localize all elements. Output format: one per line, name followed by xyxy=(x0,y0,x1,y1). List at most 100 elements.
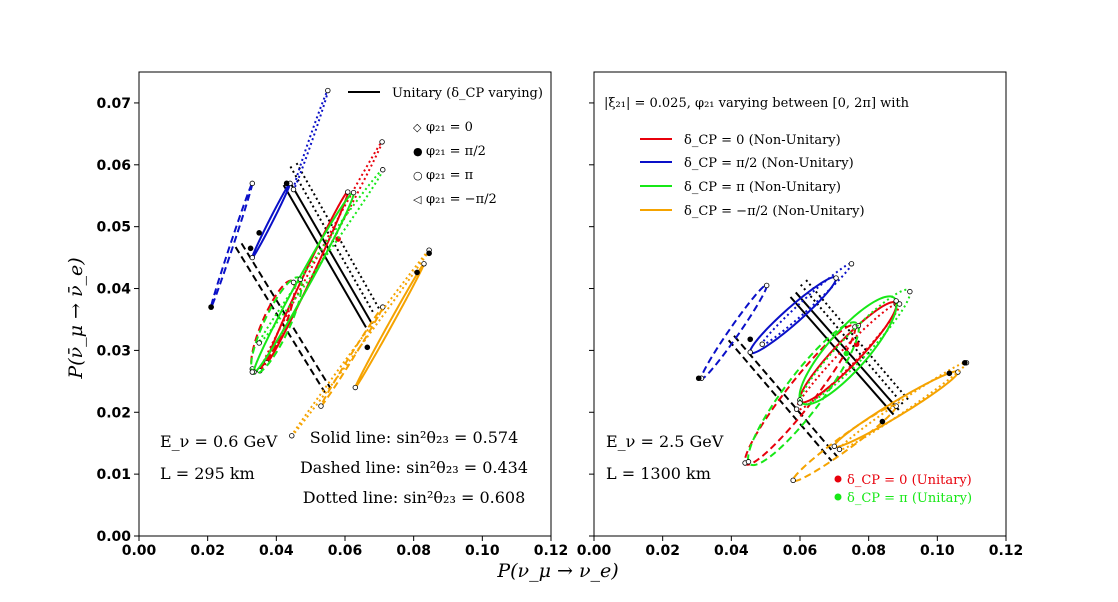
data-point xyxy=(247,245,254,252)
phi-marker xyxy=(747,349,753,355)
x-tick-label: 0.10 xyxy=(920,543,955,559)
phi-marker xyxy=(848,261,855,267)
phi-marker xyxy=(380,167,386,173)
phi-marker xyxy=(380,304,386,310)
legend-label: δ_CP = −π/2 (Non-Unitary) xyxy=(684,204,865,219)
x-tick-label: 0.02 xyxy=(645,543,680,559)
x-tick-label: 0.04 xyxy=(259,543,294,559)
data-point xyxy=(364,344,371,351)
theta-solid-label: Solid line: sin²θ₂₃ = 0.574 xyxy=(310,428,519,447)
phi-marker xyxy=(256,340,262,346)
phi-marker xyxy=(797,400,803,406)
phi-marker xyxy=(833,275,839,281)
phi-marker xyxy=(836,446,843,453)
left-legend: Unitary (δ_CP varying) ◇ φ₂₁ = 0 ● φ₂₁ =… xyxy=(348,86,543,207)
ellipse-orange-solid xyxy=(833,370,959,449)
x-tick-label: 0.12 xyxy=(989,543,1024,559)
phi-marker xyxy=(290,279,297,286)
x-tick-label: 0.08 xyxy=(396,543,431,559)
unitary-line-dotted xyxy=(805,279,910,402)
unitary-line-dashed xyxy=(240,242,332,390)
x-tick-label: 0.08 xyxy=(851,543,886,559)
unitary-line-dashed xyxy=(733,335,838,458)
unitary-line-dashed xyxy=(234,246,326,393)
ellipse-green-dashed xyxy=(747,321,860,467)
phi-marker xyxy=(290,186,297,193)
y-tick-label: 0.03 xyxy=(96,343,131,359)
phi-marker xyxy=(893,298,899,304)
legend-marker-symbol: ○ xyxy=(413,169,423,182)
data-point xyxy=(747,336,754,343)
right-legend: δ_CP = 0 (Non-Unitary) δ_CP = π/2 (Non-U… xyxy=(640,133,865,219)
phi-marker xyxy=(379,139,385,145)
phi-marker xyxy=(790,477,796,484)
x-tick-label: 0.00 xyxy=(577,543,612,559)
data-point xyxy=(879,418,886,425)
x-tick-label: 0.06 xyxy=(783,543,818,559)
data-point xyxy=(256,230,262,236)
legend-label-red: δ_CP = 0 (Unitary) xyxy=(847,473,972,488)
y-axis-label: P(ν̄_μ → ν̄_e) xyxy=(65,257,87,379)
unitary-line-solid xyxy=(789,296,895,416)
left-panel: 0.00 0.02 0.04 0.06 0.08 0.10 0.12 0.00 0.01 0.02… xyxy=(96,71,569,559)
phi-marker xyxy=(745,459,752,465)
data-point xyxy=(962,359,968,366)
x-tick-label: 0.10 xyxy=(465,543,500,559)
phi-marker xyxy=(350,189,357,196)
phi-marker xyxy=(249,369,255,375)
legend-label-green: δ_CP = π (Unitary) xyxy=(847,491,972,506)
ellipse-green-dotted xyxy=(798,288,912,406)
data-point xyxy=(946,370,953,377)
x-tick-label: 0.00 xyxy=(122,543,157,559)
x-tick-label: 0.04 xyxy=(714,543,749,559)
theta-dotted-label: Dotted line: sin²θ₂₃ = 0.608 xyxy=(303,488,526,507)
y-tick-label: 0.02 xyxy=(96,405,131,421)
data-point xyxy=(426,250,432,257)
phi-marker xyxy=(793,406,800,412)
phi-marker xyxy=(345,189,351,195)
legend-marker-symbol: ● xyxy=(413,145,423,158)
unitary-line-solid xyxy=(288,181,373,325)
ellipse-blue-dotted xyxy=(292,89,329,191)
phi-marker xyxy=(318,403,324,409)
theta-dashed-label: Dashed line: sin²θ₂₃ = 0.434 xyxy=(300,458,528,477)
x-axis-label: P(ν_μ → ν_e) xyxy=(496,560,618,582)
data-point xyxy=(695,375,702,382)
y-tick-label: 0.07 xyxy=(96,96,131,112)
phi-marker xyxy=(325,87,331,94)
legend-marker-symbol: ◇ xyxy=(413,121,422,134)
phi-marker xyxy=(249,180,255,187)
x-tick-label: 0.06 xyxy=(328,543,363,559)
data-point xyxy=(208,304,214,310)
phi-marker xyxy=(352,384,358,391)
phi-marker xyxy=(421,261,427,267)
legend-marker-label: φ₂₁ = π/2 xyxy=(426,144,486,159)
unitary-line-dashed xyxy=(727,339,833,462)
legend-marker-label: φ₂₁ = 0 xyxy=(426,120,473,135)
phi-marker xyxy=(249,254,255,261)
right-baseline-label: L = 1300 km xyxy=(606,464,711,483)
y-tick-label: 0.01 xyxy=(96,467,131,483)
legend-label: δ_CP = π (Non-Unitary) xyxy=(684,180,841,195)
unitary-points-legend: δ_CP = 0 (Unitary) δ_CP = π (Unitary) xyxy=(834,473,972,506)
phi-marker xyxy=(763,282,770,289)
right-panel: 0.00 0.02 0.04 0.06 0.08 0.10 0.12 xyxy=(577,71,1024,559)
left-baseline-label: L = 295 km xyxy=(160,464,255,483)
phi-marker xyxy=(759,341,765,347)
ellipse-blue-dashed xyxy=(700,284,768,380)
ellipse-blue-dashed xyxy=(210,182,254,309)
phi-marker xyxy=(907,288,913,295)
right-energy-label: E_ν = 2.5 GeV xyxy=(606,432,724,451)
y-tick-label: 0.00 xyxy=(96,529,131,545)
legend-marker-label: φ₂₁ = −π/2 xyxy=(426,192,497,207)
y-tick-label: 0.05 xyxy=(96,220,131,236)
legend-dot-green xyxy=(834,493,842,501)
unitary-line-dotted xyxy=(800,283,905,406)
data-point xyxy=(843,350,850,357)
legend-marker-symbol: ◁ xyxy=(413,193,422,206)
x-tick-label: 0.12 xyxy=(534,543,569,559)
ellipse-blue-solid xyxy=(251,182,292,259)
ellipse-orange-dashed xyxy=(792,404,898,483)
ellipse-green-dotted xyxy=(258,168,384,345)
legend-dot-red xyxy=(834,475,842,483)
